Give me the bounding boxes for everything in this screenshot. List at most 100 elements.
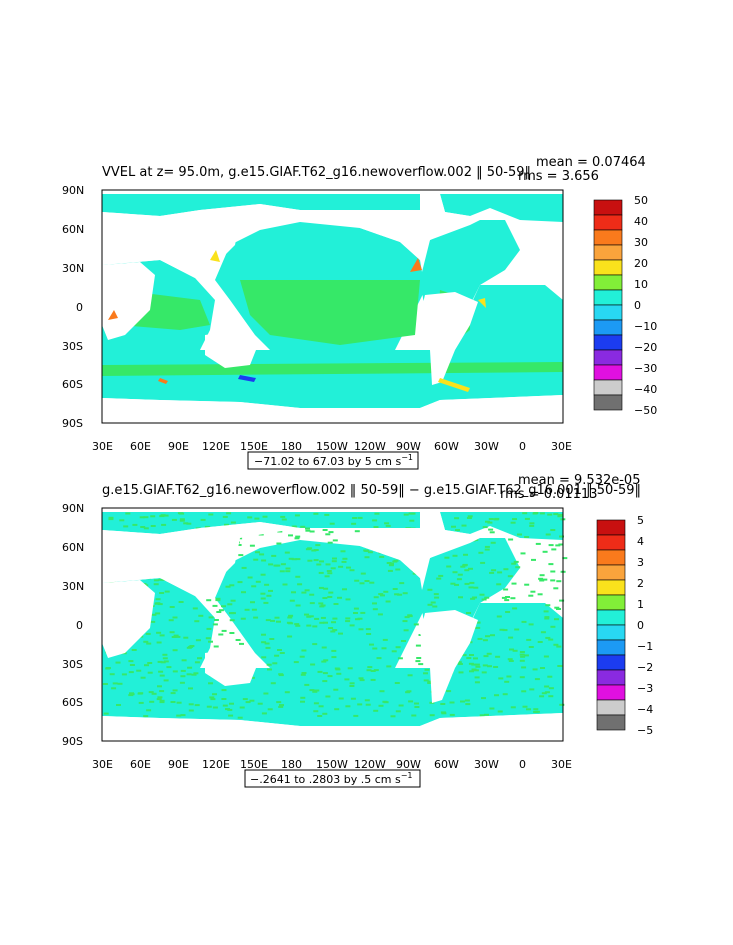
speckle-cell xyxy=(533,708,539,711)
speckle-cell xyxy=(529,522,535,525)
speckle-cell xyxy=(559,535,564,538)
speckle-cell xyxy=(318,586,324,589)
speckle-cell xyxy=(353,714,359,717)
speckle-cell xyxy=(305,548,311,551)
colorbar-swatch xyxy=(596,519,626,536)
lon-tick-label: 30W xyxy=(474,758,499,771)
speckle-cell xyxy=(548,638,554,641)
colorbar-swatch xyxy=(596,624,626,641)
speckle-cell xyxy=(328,591,334,594)
colorbar-label: −50 xyxy=(634,404,657,417)
speckle-cell xyxy=(213,619,219,621)
speckle-cell xyxy=(160,661,166,664)
speckle-cell xyxy=(529,524,535,527)
speckle-cell xyxy=(553,587,559,590)
speckle-cell xyxy=(484,596,490,599)
speckle-cell xyxy=(470,597,476,600)
speckle-cell xyxy=(478,551,484,554)
speckle-cell xyxy=(440,703,446,705)
speckle-cell xyxy=(245,701,251,704)
speckle-cell xyxy=(332,539,338,542)
speckle-cell xyxy=(340,550,346,553)
colorbar-swatch xyxy=(593,394,623,411)
speckle-cell xyxy=(452,554,458,557)
speckle-cell xyxy=(318,705,324,708)
speckle-cell xyxy=(300,700,305,703)
speckle-cell xyxy=(280,515,286,518)
speckle-cell xyxy=(239,642,244,645)
lat-axis: 90N 60N 30N 0 30S 60S 90S xyxy=(62,502,84,748)
lon-tick-label: 120E xyxy=(202,758,230,771)
speckle-cell xyxy=(349,682,355,685)
speckle-cell xyxy=(151,692,157,695)
speckle-cell xyxy=(315,544,321,547)
speckle-cell xyxy=(548,687,554,690)
speckle-cell xyxy=(139,516,145,519)
speckle-cell xyxy=(550,579,556,582)
speckle-cell xyxy=(208,513,214,516)
speckle-cell xyxy=(502,629,508,632)
speckle-cell xyxy=(325,695,331,698)
speckle-cell xyxy=(358,677,364,680)
speckle-cell xyxy=(318,571,324,574)
speckle-cell xyxy=(238,554,244,557)
speckle-cell xyxy=(510,597,516,600)
speckle-cell xyxy=(304,683,310,686)
speckle-cell xyxy=(499,628,505,631)
speckle-cell xyxy=(172,670,178,673)
speckle-cell xyxy=(264,583,270,586)
colorbar-swatch xyxy=(593,364,623,381)
speckle-cell xyxy=(115,661,121,664)
speckle-cell xyxy=(156,698,162,701)
speckle-cell xyxy=(382,638,388,641)
speckle-cell xyxy=(119,519,125,522)
speckle-cell xyxy=(364,580,370,582)
speckle-cell xyxy=(372,608,378,611)
plot-title: VVEL at z= 95.0m, g.e15.GIAF.T62_g16.new… xyxy=(102,165,531,180)
speckle-cell xyxy=(427,588,433,591)
speckle-cell xyxy=(319,621,325,624)
speckle-cell xyxy=(415,644,421,647)
colorbar-label: −1 xyxy=(637,640,653,653)
speckle-cell xyxy=(153,579,159,582)
speckle-cell xyxy=(144,664,149,667)
speckle-cell xyxy=(531,558,536,561)
colorbar-swatch xyxy=(596,594,626,611)
speckle-cell xyxy=(460,565,466,568)
speckle-cell xyxy=(411,714,417,717)
speckle-cell xyxy=(255,551,260,554)
speckle-cell xyxy=(473,669,479,672)
speckle-cell xyxy=(162,657,168,660)
speckle-cell xyxy=(181,659,187,662)
speckle-cell xyxy=(450,582,456,585)
lat-tick-label: 90S xyxy=(62,417,83,430)
speckle-cell xyxy=(300,525,306,528)
speckle-cell xyxy=(354,579,360,582)
speckle-cell xyxy=(521,620,527,623)
speckle-cell xyxy=(381,647,387,650)
speckle-cell xyxy=(526,708,531,711)
speckle-cell xyxy=(378,704,384,707)
speckle-cell xyxy=(455,529,460,532)
speckle-cell xyxy=(438,574,444,577)
speckle-cell xyxy=(307,559,313,562)
speckle-cell xyxy=(493,666,499,668)
speckle-cell xyxy=(413,623,419,626)
speckle-cell xyxy=(484,713,489,716)
lon-tick-label: 60E xyxy=(130,440,151,453)
colorbar-swatch xyxy=(596,654,626,671)
speckle-cell xyxy=(395,710,401,713)
speckle-cell xyxy=(136,669,142,672)
speckle-cell xyxy=(324,575,330,578)
speckle-cell xyxy=(324,513,330,516)
lon-tick-label: 90W xyxy=(396,758,421,771)
speckle-cell xyxy=(545,533,551,536)
speckle-cell xyxy=(346,566,351,569)
speckle-cell xyxy=(263,601,269,604)
speckle-cell xyxy=(469,581,475,584)
speckle-cell xyxy=(295,535,301,538)
speckle-cell xyxy=(512,607,518,610)
speckle-cell xyxy=(558,543,564,546)
speckle-cell xyxy=(328,627,334,629)
speckle-cell xyxy=(496,583,502,586)
